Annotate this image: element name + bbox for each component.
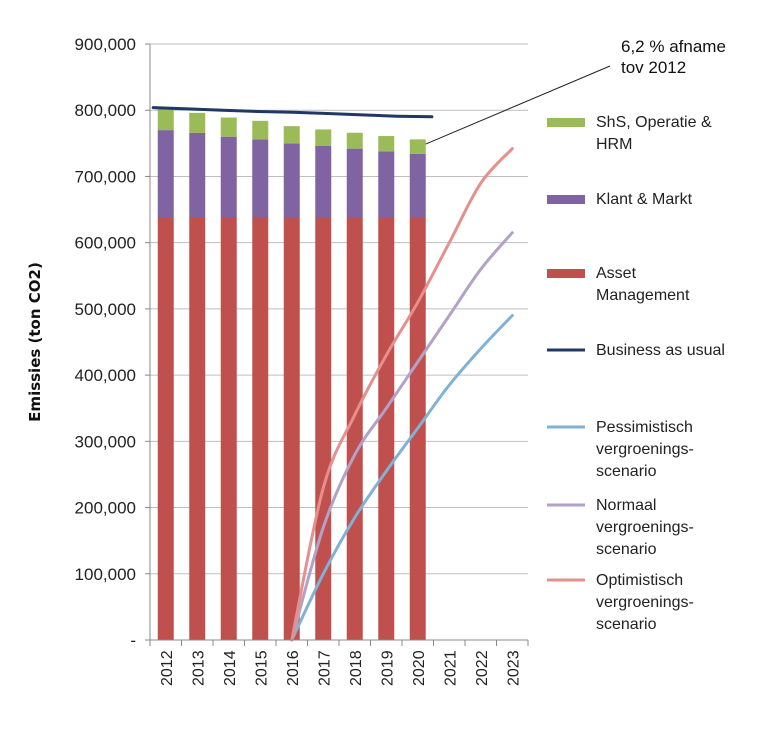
legend-label: Asset Management	[596, 265, 690, 304]
x-tick-label: 2014	[222, 650, 239, 686]
bar-segment	[283, 217, 300, 640]
line-series	[151, 106, 434, 119]
y-tick-label: 900,000	[75, 35, 136, 54]
bar-segment	[283, 143, 300, 218]
legend-swatch	[547, 118, 585, 127]
bar-segment	[157, 108, 174, 131]
y-tick-label: 500,000	[75, 300, 136, 319]
bar-segment	[157, 217, 174, 640]
legend-label: Klant & Markt	[596, 191, 693, 208]
y-tick-label: 800,000	[75, 101, 136, 120]
bar-segment	[283, 126, 300, 144]
bar-segment	[189, 217, 206, 640]
y-tick-label: 100,000	[75, 565, 136, 584]
annotation-pointer	[425, 65, 611, 145]
bar-segment	[346, 217, 363, 640]
legend-label: Normaal vergroenings-scenario	[596, 497, 694, 558]
x-tick-label: 2013	[190, 650, 207, 686]
x-tick-label: 2019	[379, 650, 396, 686]
x-tick-label: 2021	[442, 650, 459, 686]
bar-segment	[346, 148, 363, 218]
bar-segment	[315, 217, 332, 640]
line-series	[290, 231, 514, 642]
y-tick-label: -	[130, 631, 136, 650]
bar-segment	[252, 120, 269, 140]
bar-segment	[252, 139, 269, 218]
bar-segment	[378, 136, 395, 152]
bar-segment	[346, 132, 363, 149]
bar-segment	[189, 112, 206, 133]
legend-swatch	[547, 269, 585, 278]
x-tick-label: 2017	[316, 650, 333, 686]
lines-layer	[151, 106, 514, 642]
y-tick-label: 700,000	[75, 167, 136, 186]
bar-segment	[378, 217, 395, 640]
bar-segment	[157, 130, 174, 218]
bar-segment	[220, 136, 237, 218]
annotation-text: 6,2 % afname tov 2012	[621, 37, 726, 77]
bar-segment	[189, 132, 206, 218]
x-tick-label: 2018	[348, 650, 365, 686]
bar-segment	[315, 145, 332, 218]
line-series	[290, 314, 514, 642]
y-tick-label: 600,000	[75, 234, 136, 253]
legend-label: ShS, Operatie & HRM	[596, 114, 712, 153]
bar-segment	[220, 217, 237, 640]
x-tick-label: 2020	[411, 650, 428, 686]
x-tick-label: 2012	[159, 650, 176, 686]
legend-label: Optimistisch vergroenings-scenario	[596, 572, 694, 633]
y-axis-label: Emissies (ton CO2)	[26, 262, 44, 422]
bars-layer	[157, 108, 426, 640]
y-tick-label: 300,000	[75, 432, 136, 451]
bar-segment	[409, 139, 426, 154]
legend-label: Business as usual	[596, 342, 725, 359]
legend-label: Pessimistisch vergroenings-scenario	[596, 419, 694, 480]
y-tick-label: 200,000	[75, 499, 136, 518]
legend-layer: ShS, Operatie & HRM Klant & Markt Asset Mana…	[547, 114, 725, 633]
x-tick-label: 2015	[253, 650, 270, 686]
x-tick-label: 2016	[285, 650, 302, 686]
line-series	[290, 147, 514, 642]
grid-layer	[150, 43, 528, 575]
bar-segment	[220, 117, 237, 137]
bar-segment	[378, 151, 395, 218]
x-tick-label: 2022	[474, 650, 491, 686]
x-tick-label: 2023	[505, 650, 522, 686]
bar-segment	[409, 153, 426, 218]
annotation-layer: 6,2 % afname tov 2012	[425, 37, 726, 145]
axes-layer: - 100,000 200,000 300,000 400,000 500,000 600,…	[26, 35, 529, 686]
bar-segment	[315, 129, 332, 146]
legend-swatch	[547, 195, 585, 204]
bar-segment	[252, 217, 269, 640]
y-tick-label: 400,000	[75, 366, 136, 385]
